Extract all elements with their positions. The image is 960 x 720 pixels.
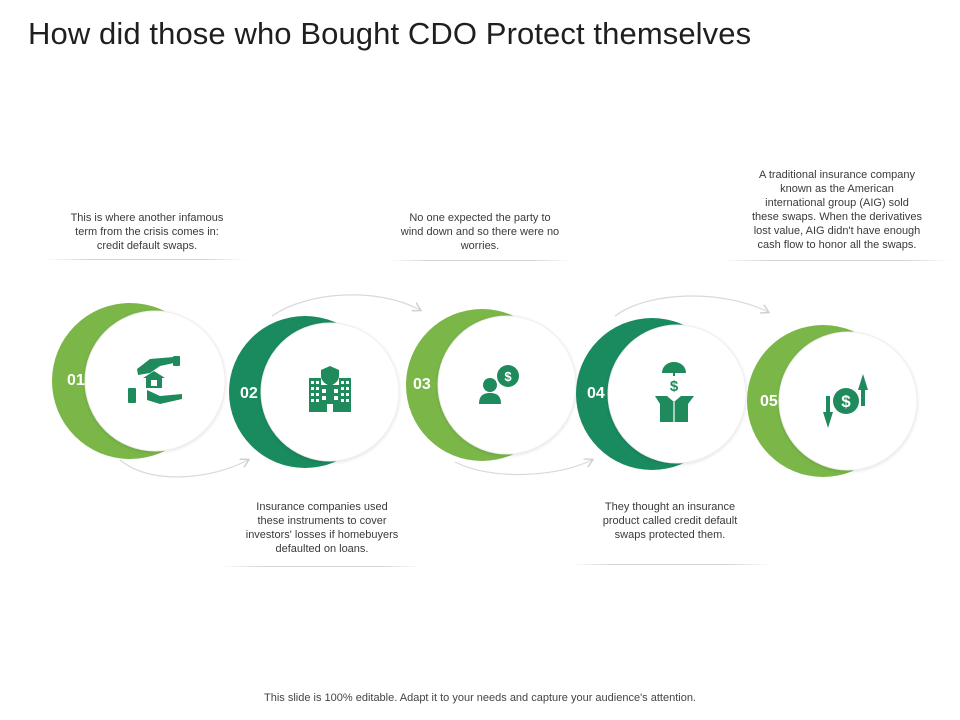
caption-line: swaps protected them. (614, 529, 726, 541)
caption-line: This is where another infamous (70, 212, 224, 224)
svg-text:$: $ (670, 378, 679, 395)
caption-line: lost value, AIG didn't have enough (753, 225, 921, 237)
caption-line: worries. (460, 240, 500, 252)
caption-line: No one expected the party to (409, 212, 551, 224)
connector-arrow-3-4 (454, 460, 592, 476)
svg-text:$: $ (841, 392, 851, 411)
caption-line: product called credit default (602, 515, 738, 527)
footer-note: This slide is 100% editable. Adapt it to… (264, 692, 696, 704)
caption-underline (390, 260, 570, 261)
step-03-number: 03 (413, 376, 431, 393)
connector-arrow-4-5 (614, 295, 768, 317)
office-building-icon (309, 366, 351, 412)
step-01 (52, 303, 226, 459)
step-04-caption: They thought an insurance product called… (570, 500, 770, 568)
caption-line: investors' losses if homebuyers (245, 529, 399, 541)
step-05-caption: A traditional insurance company known as… (722, 168, 952, 264)
step-01-caption: This is where another infamous term from… (47, 211, 247, 263)
step-04-number: 04 (587, 385, 605, 402)
caption-line: credit default swaps. (96, 240, 198, 252)
step-03-caption: No one expected the party to wind down a… (390, 211, 570, 263)
connector-arrow-1-2 (119, 460, 248, 478)
person-dollar-icon: $ (479, 365, 519, 404)
caption-line: these swaps. When the derivatives (752, 211, 922, 223)
step-01-number: 01 (67, 372, 85, 389)
caption-underline (570, 564, 770, 565)
caption-line: They thought an insurance (604, 501, 736, 513)
step-02 (229, 316, 400, 468)
caption-line: wind down and so there were no (400, 226, 560, 238)
caption-line: known as the American (780, 183, 894, 195)
dollar-exchange-icon: $ (823, 374, 868, 428)
hand-house-icon (128, 356, 182, 404)
caption-line: term from the crisis comes in: (75, 226, 219, 238)
caption-underline (222, 566, 422, 567)
step-02-number: 02 (240, 385, 258, 402)
slide-title: How did those who Bought CDO Protect the… (28, 16, 752, 51)
step-03: $ (406, 309, 577, 461)
caption-underline (47, 259, 247, 260)
connector-arrow-2-3 (271, 294, 420, 317)
caption-line: A traditional insurance company (759, 169, 915, 181)
caption-line: defaulted on loans. (275, 543, 369, 555)
caption-line: international group (AIG) sold (765, 197, 909, 209)
step-02-caption: Insurance companies used these instrumen… (222, 500, 422, 568)
step-04: $ (576, 318, 747, 470)
step-04-disc (607, 324, 747, 464)
svg-text:$: $ (504, 369, 512, 384)
caption-underline (722, 260, 952, 261)
umbrella-box-icon: $ (655, 362, 694, 422)
caption-line: cash flow to honor all the swaps. (757, 239, 917, 251)
caption-line: these instruments to cover (257, 515, 387, 527)
step-05: $ (747, 325, 918, 477)
caption-line: Insurance companies used (256, 501, 388, 513)
step-05-number: 05 (760, 393, 778, 410)
